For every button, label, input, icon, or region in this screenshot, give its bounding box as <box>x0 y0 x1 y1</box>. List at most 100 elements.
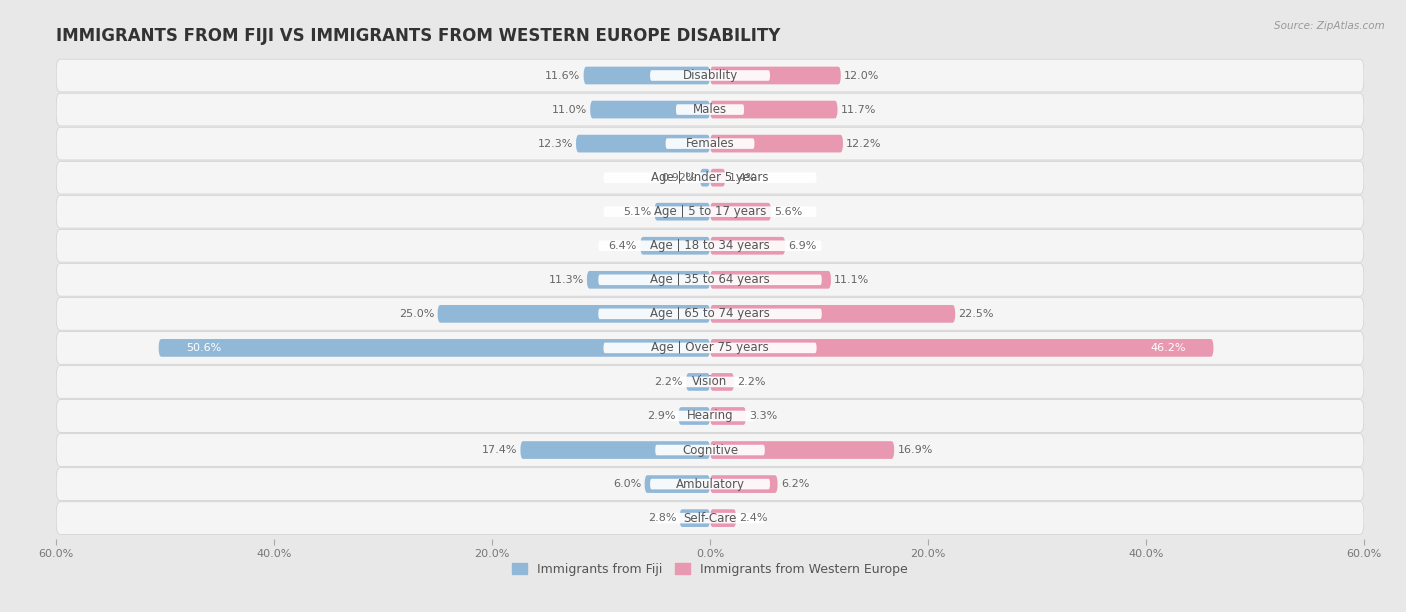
Text: 3.3%: 3.3% <box>749 411 778 421</box>
FancyBboxPatch shape <box>710 305 955 323</box>
Text: 11.1%: 11.1% <box>834 275 869 285</box>
Text: Males: Males <box>693 103 727 116</box>
Text: 2.4%: 2.4% <box>740 513 768 523</box>
Text: 11.3%: 11.3% <box>548 275 583 285</box>
Text: 46.2%: 46.2% <box>1150 343 1187 353</box>
Text: Hearing: Hearing <box>686 409 734 422</box>
FancyBboxPatch shape <box>159 339 710 357</box>
FancyBboxPatch shape <box>437 305 710 323</box>
FancyBboxPatch shape <box>655 513 765 523</box>
FancyBboxPatch shape <box>56 263 1364 296</box>
Text: 12.3%: 12.3% <box>537 138 572 149</box>
Text: Ambulatory: Ambulatory <box>675 477 745 491</box>
FancyBboxPatch shape <box>710 67 841 84</box>
Legend: Immigrants from Fiji, Immigrants from Western Europe: Immigrants from Fiji, Immigrants from We… <box>508 558 912 581</box>
Text: Age | 18 to 34 years: Age | 18 to 34 years <box>650 239 770 252</box>
FancyBboxPatch shape <box>710 203 770 220</box>
FancyBboxPatch shape <box>686 373 710 391</box>
Text: 5.1%: 5.1% <box>623 207 651 217</box>
Text: IMMIGRANTS FROM FIJI VS IMMIGRANTS FROM WESTERN EUROPE DISABILITY: IMMIGRANTS FROM FIJI VS IMMIGRANTS FROM … <box>56 27 780 45</box>
FancyBboxPatch shape <box>56 502 1364 534</box>
FancyBboxPatch shape <box>710 169 725 187</box>
FancyBboxPatch shape <box>710 135 844 152</box>
Text: 11.7%: 11.7% <box>841 105 876 114</box>
FancyBboxPatch shape <box>56 468 1364 501</box>
Text: 2.9%: 2.9% <box>647 411 675 421</box>
FancyBboxPatch shape <box>56 162 1364 194</box>
FancyBboxPatch shape <box>591 101 710 118</box>
FancyBboxPatch shape <box>520 441 710 459</box>
FancyBboxPatch shape <box>56 332 1364 364</box>
FancyBboxPatch shape <box>56 230 1364 262</box>
Text: Age | 35 to 64 years: Age | 35 to 64 years <box>650 274 770 286</box>
FancyBboxPatch shape <box>700 169 710 187</box>
FancyBboxPatch shape <box>676 104 744 115</box>
FancyBboxPatch shape <box>665 411 755 421</box>
Text: 25.0%: 25.0% <box>399 309 434 319</box>
FancyBboxPatch shape <box>599 308 821 319</box>
Text: 12.0%: 12.0% <box>844 70 879 81</box>
Text: Disability: Disability <box>682 69 738 82</box>
Text: 2.2%: 2.2% <box>737 377 766 387</box>
Text: Females: Females <box>686 137 734 150</box>
FancyBboxPatch shape <box>644 476 710 493</box>
Text: 6.9%: 6.9% <box>789 241 817 251</box>
FancyBboxPatch shape <box>56 195 1364 228</box>
FancyBboxPatch shape <box>576 135 710 152</box>
Text: Source: ZipAtlas.com: Source: ZipAtlas.com <box>1274 21 1385 31</box>
Text: Age | 65 to 74 years: Age | 65 to 74 years <box>650 307 770 320</box>
FancyBboxPatch shape <box>710 237 785 255</box>
Text: 6.2%: 6.2% <box>780 479 810 489</box>
FancyBboxPatch shape <box>679 407 710 425</box>
Text: 16.9%: 16.9% <box>897 445 932 455</box>
FancyBboxPatch shape <box>710 407 747 425</box>
Text: 6.4%: 6.4% <box>609 241 637 251</box>
FancyBboxPatch shape <box>654 203 710 220</box>
Text: 11.6%: 11.6% <box>546 70 581 81</box>
Text: Self-Care: Self-Care <box>683 512 737 524</box>
FancyBboxPatch shape <box>56 59 1364 92</box>
Text: Age | 5 to 17 years: Age | 5 to 17 years <box>654 205 766 218</box>
FancyBboxPatch shape <box>640 237 710 255</box>
Text: Vision: Vision <box>692 375 728 389</box>
FancyBboxPatch shape <box>710 476 778 493</box>
FancyBboxPatch shape <box>650 479 770 490</box>
FancyBboxPatch shape <box>710 373 734 391</box>
FancyBboxPatch shape <box>56 400 1364 432</box>
FancyBboxPatch shape <box>56 93 1364 126</box>
Text: 2.2%: 2.2% <box>654 377 683 387</box>
Text: 1.4%: 1.4% <box>728 173 756 182</box>
FancyBboxPatch shape <box>710 271 831 289</box>
Text: 17.4%: 17.4% <box>482 445 517 455</box>
FancyBboxPatch shape <box>56 365 1364 398</box>
FancyBboxPatch shape <box>599 275 821 285</box>
FancyBboxPatch shape <box>710 339 1213 357</box>
FancyBboxPatch shape <box>586 271 710 289</box>
FancyBboxPatch shape <box>671 376 749 387</box>
Text: 11.0%: 11.0% <box>551 105 586 114</box>
Text: 50.6%: 50.6% <box>186 343 221 353</box>
Text: 5.6%: 5.6% <box>775 207 803 217</box>
FancyBboxPatch shape <box>710 509 737 527</box>
Text: 0.92%: 0.92% <box>661 173 697 182</box>
FancyBboxPatch shape <box>710 101 838 118</box>
Text: Age | Under 5 years: Age | Under 5 years <box>651 171 769 184</box>
FancyBboxPatch shape <box>583 67 710 84</box>
Text: 22.5%: 22.5% <box>959 309 994 319</box>
FancyBboxPatch shape <box>650 70 770 81</box>
FancyBboxPatch shape <box>56 127 1364 160</box>
Text: 2.8%: 2.8% <box>648 513 676 523</box>
Text: 12.2%: 12.2% <box>846 138 882 149</box>
FancyBboxPatch shape <box>599 241 821 251</box>
Text: Age | Over 75 years: Age | Over 75 years <box>651 341 769 354</box>
FancyBboxPatch shape <box>710 441 894 459</box>
FancyBboxPatch shape <box>56 434 1364 466</box>
Text: 6.0%: 6.0% <box>613 479 641 489</box>
FancyBboxPatch shape <box>56 297 1364 330</box>
FancyBboxPatch shape <box>603 173 817 183</box>
FancyBboxPatch shape <box>665 138 755 149</box>
FancyBboxPatch shape <box>655 445 765 455</box>
FancyBboxPatch shape <box>603 343 817 353</box>
Text: Cognitive: Cognitive <box>682 444 738 457</box>
FancyBboxPatch shape <box>679 509 710 527</box>
